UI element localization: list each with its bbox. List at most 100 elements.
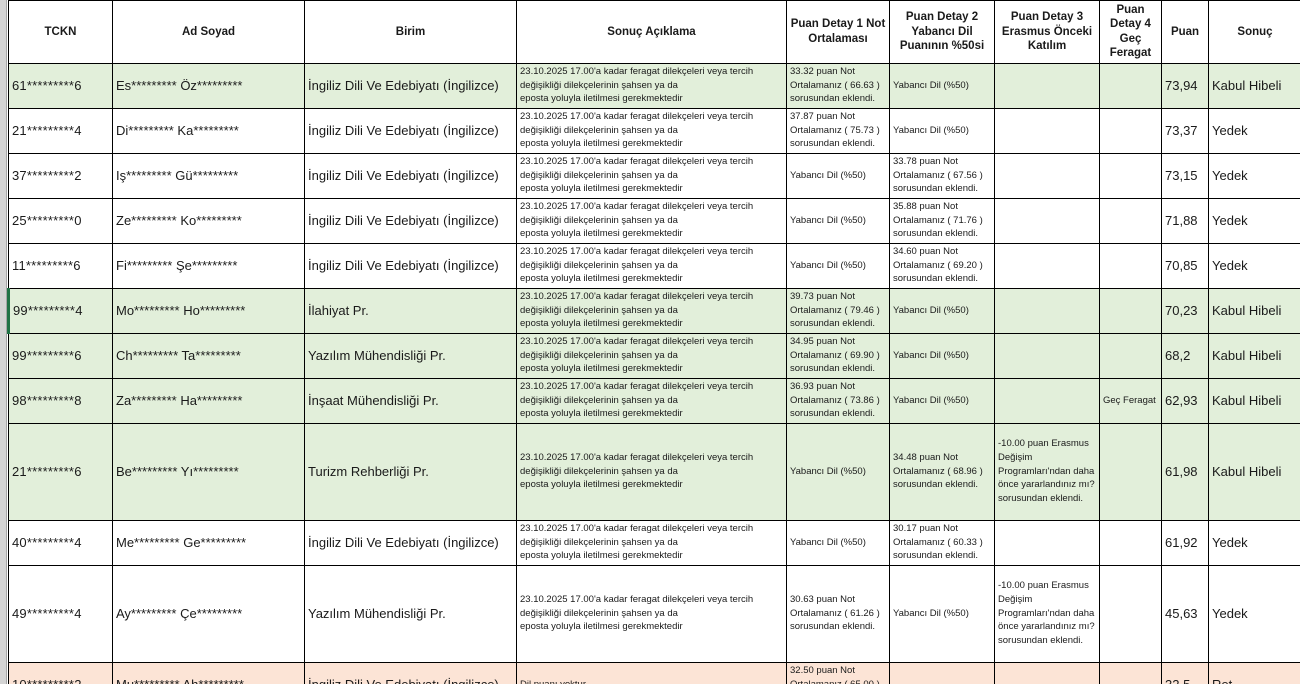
table-row[interactable]: 99*********6 Ch********* Ta********* Yazıl…	[8, 332, 1300, 379]
table-row[interactable]: 21*********4 Di********* Ka********* İngil…	[8, 107, 1300, 154]
column-header-ad-soyad[interactable]: Ad Soyad	[112, 0, 305, 64]
column-header-puan-detay-2[interactable]: Puan Detay 2 Yabancı Dil Puanının %50si	[889, 0, 995, 64]
cell-tckn[interactable]: 98*********8	[8, 377, 113, 424]
cell-puan-detay-2[interactable]: 33.78 puan Not Ortalamanız ( 67.56 ) sorus…	[889, 152, 995, 199]
cell-puan[interactable]: 73,94	[1161, 62, 1209, 109]
cell-sonuc-aciklama[interactable]: 23.10.2025 17.00'a kadar feragat dilekçe…	[516, 287, 787, 334]
table-row[interactable]: 11*********6 Fi********* Şe********* İngil…	[8, 242, 1300, 289]
cell-puan-detay-3[interactable]	[994, 152, 1100, 199]
cell-ad-soyad[interactable]: Es********* Öz*********	[112, 62, 305, 109]
cell-tckn[interactable]: 49*********4	[8, 564, 113, 663]
cell-puan-detay-1[interactable]: 36.93 puan Not Ortalamanız ( 73.86 ) sorus…	[786, 377, 890, 424]
cell-tckn[interactable]: 21*********6	[8, 422, 113, 521]
cell-sonuc-aciklama[interactable]: 23.10.2025 17.00'a kadar feragat dilekçe…	[516, 152, 787, 199]
cell-ad-soyad[interactable]: Za********* Ha*********	[112, 377, 305, 424]
cell-puan-detay-1[interactable]: Yabancı Dil (%50)	[786, 422, 890, 521]
cell-puan-detay-4[interactable]	[1099, 287, 1162, 334]
column-header-puan-detay-1[interactable]: Puan Detay 1 Not Ortalaması	[786, 0, 890, 64]
cell-puan-detay-3[interactable]	[994, 519, 1100, 566]
cell-puan-detay-3[interactable]	[994, 287, 1100, 334]
cell-puan-detay-3[interactable]	[994, 107, 1100, 154]
cell-ad-soyad[interactable]: Ze********* Ko*********	[112, 197, 305, 244]
cell-birim[interactable]: İngiliz Dili Ve Edebiyatı (İngilizce)	[304, 197, 517, 244]
cell-birim[interactable]: İngiliz Dili Ve Edebiyatı (İngilizce)	[304, 242, 517, 289]
cell-puan[interactable]: 68,2	[1161, 332, 1209, 379]
cell-ad-soyad[interactable]: Be********* Yı*********	[112, 422, 305, 521]
cell-sonuc[interactable]: Ret	[1208, 661, 1300, 684]
cell-sonuc[interactable]: Kabul Hibeli	[1208, 332, 1300, 379]
table-row[interactable]: 61*********6 Es********* Öz********* İngil…	[8, 62, 1300, 109]
cell-birim[interactable]: İngiliz Dili Ve Edebiyatı (İngilizce)	[304, 107, 517, 154]
cell-sonuc-aciklama[interactable]: 23.10.2025 17.00'a kadar feragat dilekçe…	[516, 377, 787, 424]
table-row[interactable]: 25*********0 Ze********* Ko********* İngil…	[8, 197, 1300, 244]
table-row[interactable]: 10*********2Mu********* Ah*********İngil…	[8, 661, 1300, 684]
cell-puan-detay-3[interactable]	[994, 377, 1100, 424]
cell-puan-detay-1[interactable]: 39.73 puan Not Ortalamanız ( 79.46 ) sorus…	[786, 287, 890, 334]
cell-sonuc[interactable]: Yedek	[1208, 197, 1300, 244]
cell-puan[interactable]: 61,98	[1161, 422, 1209, 521]
cell-sonuc[interactable]: Yedek	[1208, 242, 1300, 289]
cell-ad-soyad[interactable]: Ch********* Ta*********	[112, 332, 305, 379]
cell-puan-detay-3[interactable]: -10.00 puan Erasmus Değişim Programları'…	[994, 422, 1100, 521]
cell-puan[interactable]: 45,63	[1161, 564, 1209, 663]
cell-puan-detay-1[interactable]: 30.63 puan Not Ortalamanız ( 61.26 ) sorus…	[786, 564, 890, 663]
cell-puan-detay-4[interactable]	[1099, 661, 1162, 684]
cell-birim[interactable]: İngiliz Dili Ve Edebiyatı (İngilizce)	[304, 152, 517, 199]
cell-birim[interactable]: İngiliz Dili Ve Edebiyatı (İngilizce)	[304, 661, 517, 684]
cell-tckn[interactable]: 25*********0	[8, 197, 113, 244]
table-row[interactable]: 40*********4 Me********* Ge********* İngil…	[8, 519, 1300, 566]
cell-sonuc-aciklama[interactable]: 23.10.2025 17.00'a kadar feragat dilekçe…	[516, 332, 787, 379]
cell-puan-detay-4[interactable]: Geç Feragat	[1099, 377, 1162, 424]
cell-tckn[interactable]: 10*********2	[8, 661, 113, 684]
cell-puan-detay-3[interactable]	[994, 242, 1100, 289]
cell-ad-soyad[interactable]: Me********* Ge*********	[112, 519, 305, 566]
cell-tckn[interactable]: 40*********4	[8, 519, 113, 566]
cell-puan-detay-4[interactable]	[1099, 62, 1162, 109]
cell-tckn[interactable]: 21*********4	[8, 107, 113, 154]
cell-puan-detay-2[interactable]: Yabancı Dil (%50)	[889, 107, 995, 154]
cell-puan-detay-1[interactable]: Yabancı Dil (%50)	[786, 197, 890, 244]
column-header-puan-detay-3[interactable]: Puan Detay 3 Erasmus Önceki Katılım	[994, 0, 1100, 64]
cell-puan[interactable]: 73,37	[1161, 107, 1209, 154]
cell-sonuc-aciklama[interactable]: 23.10.2025 17.00'a kadar feragat dilekçe…	[516, 564, 787, 663]
cell-sonuc-aciklama[interactable]: 23.10.2025 17.00'a kadar feragat dilekçe…	[516, 519, 787, 566]
cell-sonuc[interactable]: Kabul Hibeli	[1208, 287, 1300, 334]
cell-puan-detay-2[interactable]: Yabancı Dil (%50)	[889, 377, 995, 424]
cell-sonuc-aciklama[interactable]: 23.10.2025 17.00'a kadar feragat dilekçe…	[516, 197, 787, 244]
table-row[interactable]: 49*********4 Ay********* Çe********* Yazıl…	[8, 564, 1300, 663]
cell-sonuc[interactable]: Yedek	[1208, 107, 1300, 154]
cell-puan-detay-4[interactable]	[1099, 197, 1162, 244]
cell-puan-detay-3[interactable]: -10.00 puan Erasmus Değişim Programları'…	[994, 564, 1100, 663]
table-row[interactable]: 37*********2 Iş********* Gü********* İngil…	[8, 152, 1300, 199]
cell-puan[interactable]: 70,85	[1161, 242, 1209, 289]
cell-puan-detay-3[interactable]	[994, 197, 1100, 244]
table-scroll-area[interactable]: TCKN Ad Soyad Birim Sonuç Açıklama Puan …	[7, 0, 1300, 684]
cell-sonuc[interactable]: Kabul Hibeli	[1208, 422, 1300, 521]
cell-sonuc[interactable]: Kabul Hibeli	[1208, 377, 1300, 424]
cell-birim[interactable]: Yazılım Mühendisliği Pr.	[304, 564, 517, 663]
cell-birim[interactable]: Turizm Rehberliği Pr.	[304, 422, 517, 521]
table-row[interactable]: 98*********8 Za********* Ha********* İnşaa…	[8, 377, 1300, 424]
cell-sonuc-aciklama[interactable]: 23.10.2025 17.00'a kadar feragat dilekçe…	[516, 422, 787, 521]
cell-puan-detay-2[interactable]: Yabancı Dil (%50)	[889, 287, 995, 334]
cell-puan-detay-1[interactable]: Yabancı Dil (%50)	[786, 519, 890, 566]
cell-puan[interactable]: 73,15	[1161, 152, 1209, 199]
cell-birim[interactable]: Yazılım Mühendisliği Pr.	[304, 332, 517, 379]
column-header-tckn[interactable]: TCKN	[8, 0, 113, 64]
cell-puan-detay-4[interactable]	[1099, 519, 1162, 566]
cell-birim[interactable]: İlahiyat Pr.	[304, 287, 517, 334]
cell-sonuc-aciklama[interactable]: 23.10.2025 17.00'a kadar feragat dilekçe…	[516, 62, 787, 109]
cell-puan-detay-2[interactable]: 34.48 puan Not Ortalamanız ( 68.96 ) sorus…	[889, 422, 995, 521]
cell-tckn[interactable]: 99*********4	[7, 287, 113, 334]
cell-puan-detay-4[interactable]	[1099, 107, 1162, 154]
cell-ad-soyad[interactable]: Fi********* Şe*********	[112, 242, 305, 289]
table-row[interactable]: 99*********4 Mo********* Ho********* İlahi…	[7, 287, 1300, 334]
cell-sonuc[interactable]: Yedek	[1208, 519, 1300, 566]
cell-puan-detay-3[interactable]	[994, 332, 1100, 379]
cell-puan-detay-4[interactable]	[1099, 564, 1162, 663]
cell-puan[interactable]: 71,88	[1161, 197, 1209, 244]
cell-puan-detay-4[interactable]	[1099, 152, 1162, 199]
cell-puan-detay-3[interactable]	[994, 62, 1100, 109]
cell-tckn[interactable]: 61*********6	[8, 62, 113, 109]
